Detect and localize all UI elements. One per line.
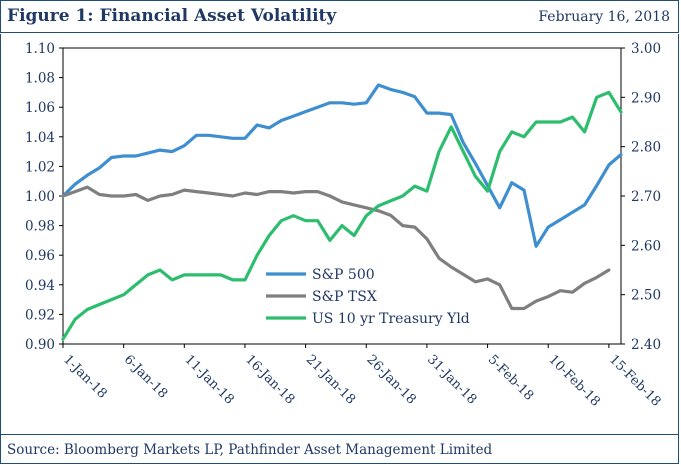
y-left-tick-label: 0.96 bbox=[25, 248, 55, 264]
x-tick-label: 5-Feb-18 bbox=[485, 352, 537, 404]
x-tick-label: 21-Jan-18 bbox=[303, 352, 358, 407]
y-right-tick-label: 2.60 bbox=[631, 238, 661, 254]
header-bar: Figure 1: Financial Asset Volatility Feb… bbox=[0, 0, 679, 33]
y-left-tick-label: 0.92 bbox=[25, 307, 55, 323]
x-tick-label: 16-Jan-18 bbox=[242, 352, 297, 407]
y-left-tick-label: 1.06 bbox=[25, 100, 55, 116]
y-right-tick-label: 2.70 bbox=[631, 189, 661, 205]
legend-group: S&P 500 S&P TSX US 10 yr Treasury Yld bbox=[266, 267, 470, 327]
chart-area: 0.90 0.92 0.94 0.96 0.98 1.00 1.02 1.04 1.06 1.08… bbox=[0, 34, 679, 434]
y-left-tick-label: 0.94 bbox=[25, 278, 55, 294]
y-left-tick-label: 0.98 bbox=[25, 219, 55, 235]
x-tick-label: 10-Feb-18 bbox=[545, 352, 602, 409]
figure-date: February 16, 2018 bbox=[538, 9, 670, 25]
legend-label-tsx: S&P TSX bbox=[312, 289, 377, 305]
line-chart: 0.90 0.92 0.94 0.96 0.98 1.00 1.02 1.04 1.06 1.08… bbox=[25, 41, 664, 410]
x-tick-label: 26-Jan-18 bbox=[363, 352, 418, 407]
figure-title: Figure 1: Financial Asset Volatility bbox=[7, 6, 337, 26]
y-left-tick-label: 1.04 bbox=[25, 130, 55, 146]
x-tick-label: 1-Jan-18 bbox=[60, 352, 109, 401]
series-line-treasury bbox=[61, 90, 623, 341]
series-group bbox=[61, 83, 623, 341]
x-tick-label: 31-Jan-18 bbox=[424, 352, 479, 407]
x-tick-label: 11-Jan-18 bbox=[181, 352, 236, 407]
y-left-tick-label: 1.08 bbox=[25, 71, 55, 87]
series-line-sp500 bbox=[61, 83, 623, 248]
y-left-tick-label: 1.00 bbox=[25, 189, 55, 205]
y-right-tick-label: 2.90 bbox=[631, 90, 661, 106]
axes-group: 0.90 0.92 0.94 0.96 0.98 1.00 1.02 1.04 1.06 1.08… bbox=[25, 41, 664, 410]
y-right-tick-label: 3.00 bbox=[631, 41, 661, 57]
y-right-tick-label: 2.40 bbox=[631, 337, 661, 353]
x-tick-label: 6-Jan-18 bbox=[121, 352, 170, 401]
footer-bar: Source: Bloomberg Markets LP, Pathfinder… bbox=[0, 434, 679, 464]
y-right-tick-label: 2.80 bbox=[631, 140, 661, 156]
legend-label-treasury: US 10 yr Treasury Yld bbox=[312, 311, 470, 327]
source-note: Source: Bloomberg Markets LP, Pathfinder… bbox=[7, 442, 493, 458]
legend-label-sp500: S&P 500 bbox=[312, 267, 375, 283]
y-left-tick-label: 0.90 bbox=[25, 337, 55, 353]
y-left-tick-label: 1.10 bbox=[25, 41, 55, 57]
x-tick-label: 15-Feb-18 bbox=[606, 352, 663, 409]
series-line-tsx bbox=[61, 185, 611, 311]
y-left-tick-label: 1.02 bbox=[25, 159, 55, 175]
y-right-tick-label: 2.50 bbox=[631, 288, 661, 304]
